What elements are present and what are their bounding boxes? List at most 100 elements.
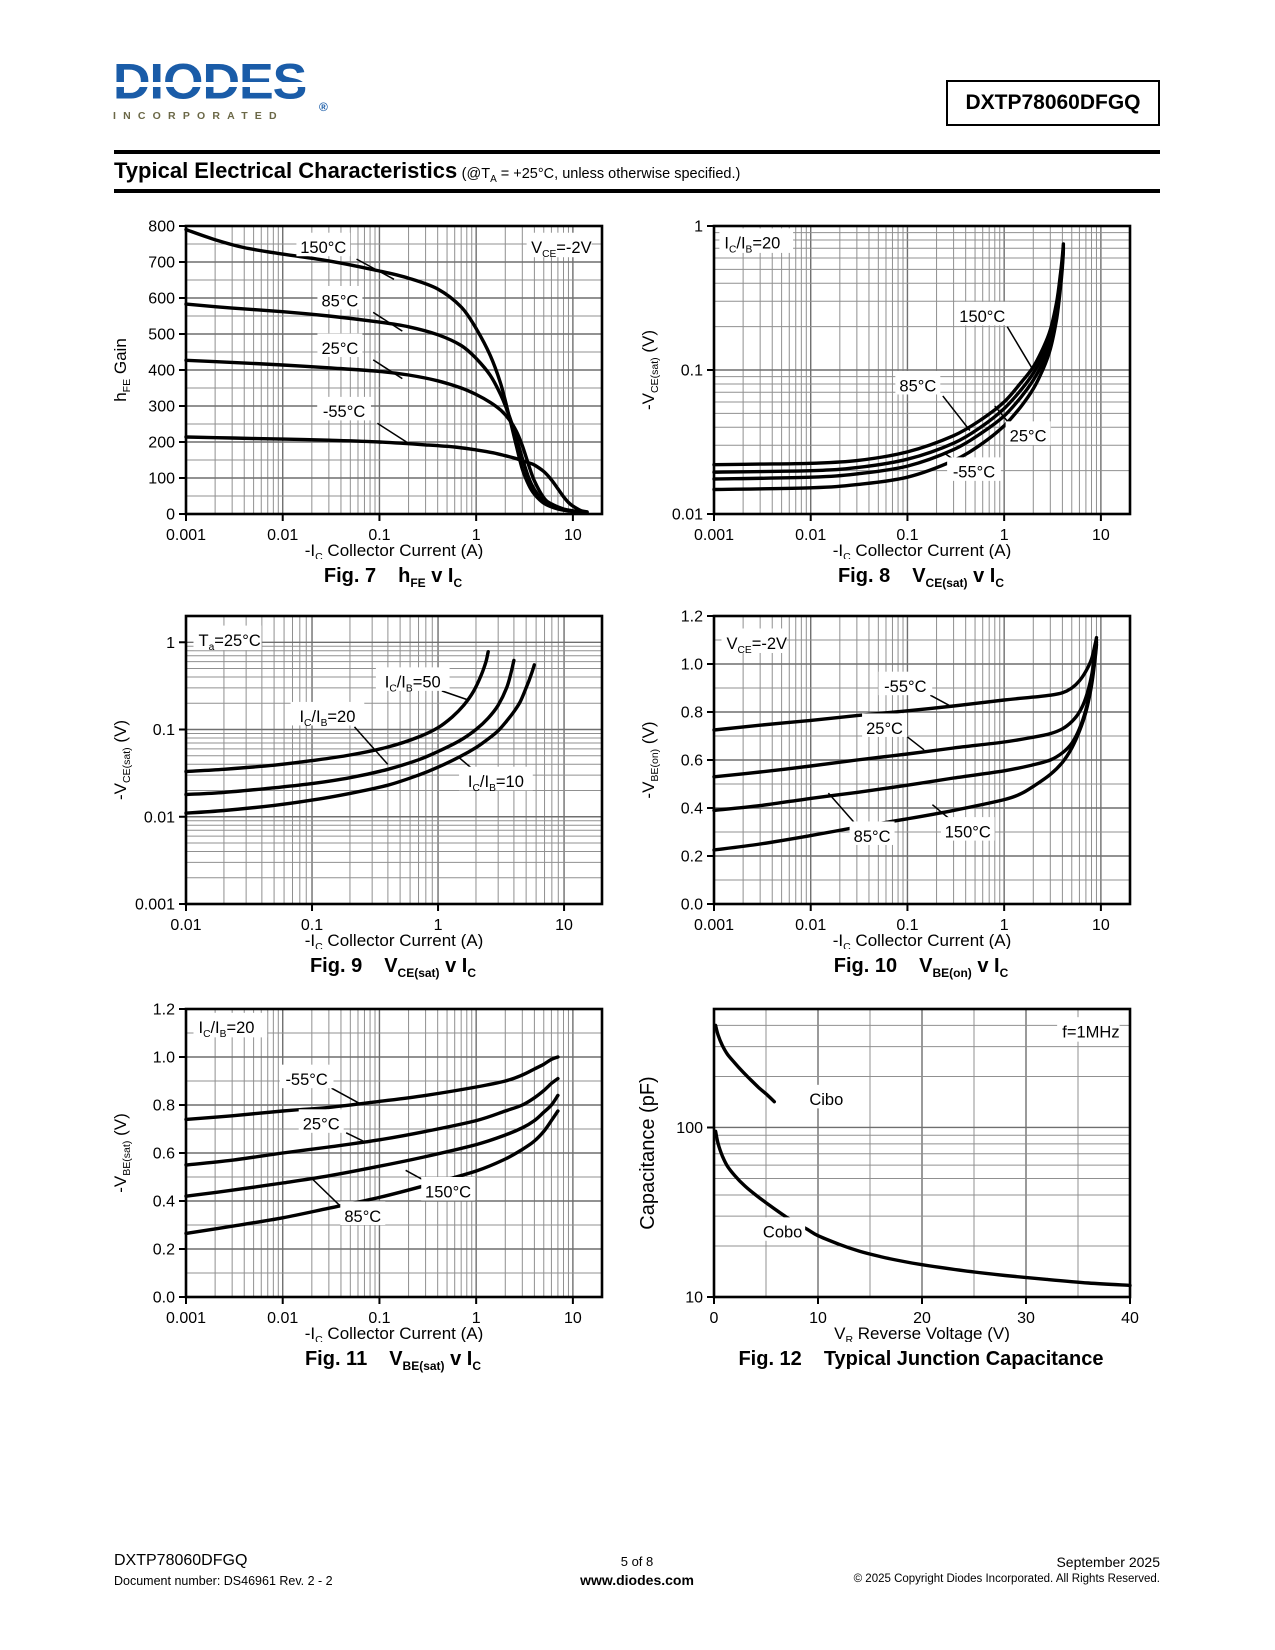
logo-wordmark: DIODES bbox=[113, 54, 307, 110]
svg-text:25°C: 25°C bbox=[1010, 428, 1047, 446]
svg-text:VR Reverse Voltage (V): VR Reverse Voltage (V) bbox=[834, 1324, 1010, 1342]
svg-text:100: 100 bbox=[676, 1120, 703, 1137]
fig11-chart: -55°C 25°C 85°C 150°C IC/IB=20 0.001 0.01 0.1 1 1… bbox=[111, 1002, 604, 1342]
footer-right: September 2025 © 2025 Copyright Diodes I… bbox=[854, 1554, 1160, 1585]
svg-text:25°C: 25°C bbox=[321, 340, 358, 358]
svg-text:0: 0 bbox=[166, 507, 175, 524]
figure-9: IC/IB=50 IC/IB=20 IC/IB=10 Ta=25°C 0.01 0.1 1 1… bbox=[100, 604, 620, 980]
fig9-caption: Fig. 9 VCE(sat) v IC bbox=[309, 955, 477, 980]
footer-copyright: © 2025 Copyright Diodes Incorporated. Al… bbox=[853, 1573, 1160, 1585]
fig12-caption: Fig. 12 Typical Junction Capacitance bbox=[738, 1348, 1104, 1370]
svg-text:85°C: 85°C bbox=[321, 292, 358, 310]
svg-text:-VCE(sat) (V): -VCE(sat) (V) bbox=[111, 720, 133, 800]
svg-text:0.6: 0.6 bbox=[681, 753, 703, 770]
svg-text:85°C: 85°C bbox=[899, 377, 936, 395]
fig8-caption: Fig. 8 VCE(sat) v IC bbox=[837, 565, 1005, 590]
figure-10: -55°C 25°C 85°C 150°C VCE=-2V 0.001 0.01 0.1 1 10… bbox=[628, 604, 1148, 980]
svg-text:-IC Collector Current (A): -IC Collector Current (A) bbox=[305, 1324, 484, 1342]
svg-text:10: 10 bbox=[1092, 527, 1110, 544]
figure-11: -55°C 25°C 85°C 150°C IC/IB=20 0.001 0.01 0.1 1 1… bbox=[100, 997, 620, 1373]
svg-text:IC/IB=10: IC/IB=10 bbox=[468, 773, 524, 794]
svg-text:0.4: 0.4 bbox=[681, 801, 703, 818]
svg-text:30: 30 bbox=[1017, 1310, 1035, 1327]
svg-text:40: 40 bbox=[1121, 1310, 1139, 1327]
footer-center: 5 of 8 www.diodes.com bbox=[487, 1554, 787, 1588]
svg-text:0.1: 0.1 bbox=[368, 1310, 390, 1327]
svg-text:0.01: 0.01 bbox=[672, 507, 703, 524]
svg-text:-IC Collector Current (A): -IC Collector Current (A) bbox=[833, 931, 1012, 949]
svg-text:0.2: 0.2 bbox=[153, 1242, 175, 1259]
svg-text:0.001: 0.001 bbox=[166, 1310, 206, 1327]
svg-text:Cibo: Cibo bbox=[809, 1091, 843, 1109]
svg-text:0.1: 0.1 bbox=[153, 722, 175, 739]
svg-text:-55°C: -55°C bbox=[953, 464, 995, 482]
fig10-chart: -55°C 25°C 85°C 150°C VCE=-2V 0.001 0.01 0.1 1 10… bbox=[639, 609, 1132, 949]
svg-text:f=1MHz: f=1MHz bbox=[1062, 1023, 1119, 1041]
svg-text:VCE=-2V: VCE=-2V bbox=[531, 239, 592, 260]
svg-text:1.2: 1.2 bbox=[681, 609, 703, 626]
fig12-chart: Cibo Cobo f=1MHz 0 10 20 30 40 10 100 VR Reverse V… bbox=[637, 1007, 1139, 1342]
svg-text:800: 800 bbox=[148, 219, 175, 236]
svg-text:-VBE(on) (V): -VBE(on) (V) bbox=[639, 721, 661, 798]
svg-text:IC/IB=20: IC/IB=20 bbox=[198, 1019, 254, 1040]
svg-text:0.8: 0.8 bbox=[153, 1098, 175, 1115]
svg-text:Ta=25°C: Ta=25°C bbox=[198, 632, 260, 653]
fig7-caption: Fig. 7 hFE v IC bbox=[323, 565, 463, 590]
svg-text:0.8: 0.8 bbox=[681, 705, 703, 722]
svg-text:200: 200 bbox=[148, 435, 175, 452]
figure-8: 150°C 85°C 25°C -55°C IC/IB=20 0.001 0.01 0.1 1 1… bbox=[628, 214, 1148, 590]
svg-text:0.001: 0.001 bbox=[166, 527, 206, 544]
svg-text:0.1: 0.1 bbox=[681, 363, 703, 380]
svg-text:85°C: 85°C bbox=[854, 828, 891, 846]
svg-text:0.1: 0.1 bbox=[368, 527, 390, 544]
svg-text:0.2: 0.2 bbox=[681, 849, 703, 866]
svg-text:0.001: 0.001 bbox=[694, 527, 734, 544]
svg-text:1.2: 1.2 bbox=[153, 1002, 175, 1019]
title-rule-bottom bbox=[114, 189, 1160, 193]
svg-text:10: 10 bbox=[809, 1310, 827, 1327]
svg-text:Cobo: Cobo bbox=[763, 1224, 802, 1242]
svg-text:150°C: 150°C bbox=[425, 1183, 471, 1201]
svg-text:600: 600 bbox=[148, 291, 175, 308]
svg-text:1: 1 bbox=[472, 1310, 481, 1327]
svg-text:-55°C: -55°C bbox=[323, 403, 365, 421]
registered-mark: ® bbox=[319, 100, 328, 114]
section-title: Typical Electrical Characteristics (@TA … bbox=[114, 158, 1160, 185]
footer-date: September 2025 bbox=[1056, 1554, 1160, 1570]
svg-text:0.01: 0.01 bbox=[267, 1310, 298, 1327]
part-number: DXTP78060DFGQ bbox=[965, 91, 1141, 114]
svg-text:1.0: 1.0 bbox=[153, 1050, 175, 1067]
svg-text:-VCE(sat) (V): -VCE(sat) (V) bbox=[639, 330, 661, 410]
svg-text:hFE Gain: hFE Gain bbox=[111, 338, 133, 402]
fig11-caption: Fig. 11 VBE(sat) v IC bbox=[304, 1348, 482, 1373]
svg-text:Capacitance (pF): Capacitance (pF) bbox=[637, 1076, 659, 1229]
svg-text:-IC Collector Current (A): -IC Collector Current (A) bbox=[305, 541, 484, 559]
svg-text:10: 10 bbox=[1092, 917, 1110, 934]
svg-text:-IC Collector Current (A): -IC Collector Current (A) bbox=[305, 931, 484, 949]
svg-text:0.01: 0.01 bbox=[267, 527, 298, 544]
svg-text:1: 1 bbox=[472, 527, 481, 544]
svg-text:0.4: 0.4 bbox=[153, 1194, 175, 1211]
section-title-text: Typical Electrical Characteristics bbox=[114, 158, 458, 183]
svg-text:1: 1 bbox=[166, 635, 175, 652]
svg-text:-55°C: -55°C bbox=[285, 1071, 327, 1089]
svg-text:0.1: 0.1 bbox=[301, 917, 323, 934]
svg-text:1: 1 bbox=[434, 917, 443, 934]
svg-text:0.01: 0.01 bbox=[795, 527, 826, 544]
diodes-logo: DIODES ® INCORPORATED bbox=[113, 56, 343, 122]
svg-text:150°C: 150°C bbox=[959, 308, 1005, 326]
logo-incorporated: INCORPORATED bbox=[113, 110, 284, 122]
svg-text:0: 0 bbox=[710, 1310, 719, 1327]
svg-text:VCE=-2V: VCE=-2V bbox=[726, 635, 787, 656]
section-title-condition: (@TA = +25°C, unless otherwise specified… bbox=[461, 166, 741, 185]
footer-part-number: DXTP78060DFGQ bbox=[114, 1552, 248, 1569]
svg-text:IC/IB=20: IC/IB=20 bbox=[724, 235, 780, 256]
svg-text:0.01: 0.01 bbox=[144, 809, 175, 826]
svg-text:0.6: 0.6 bbox=[153, 1146, 175, 1163]
svg-text:0.01: 0.01 bbox=[170, 917, 201, 934]
svg-text:1: 1 bbox=[694, 219, 703, 236]
fig9-chart: IC/IB=50 IC/IB=20 IC/IB=10 Ta=25°C 0.01 0.1 1 1… bbox=[111, 614, 604, 949]
part-number-box: DXTP78060DFGQ bbox=[946, 80, 1160, 126]
svg-text:1: 1 bbox=[1000, 527, 1009, 544]
figure-12: Cibo Cobo f=1MHz 0 10 20 30 40 10 100 VR Reverse V… bbox=[628, 997, 1148, 1371]
